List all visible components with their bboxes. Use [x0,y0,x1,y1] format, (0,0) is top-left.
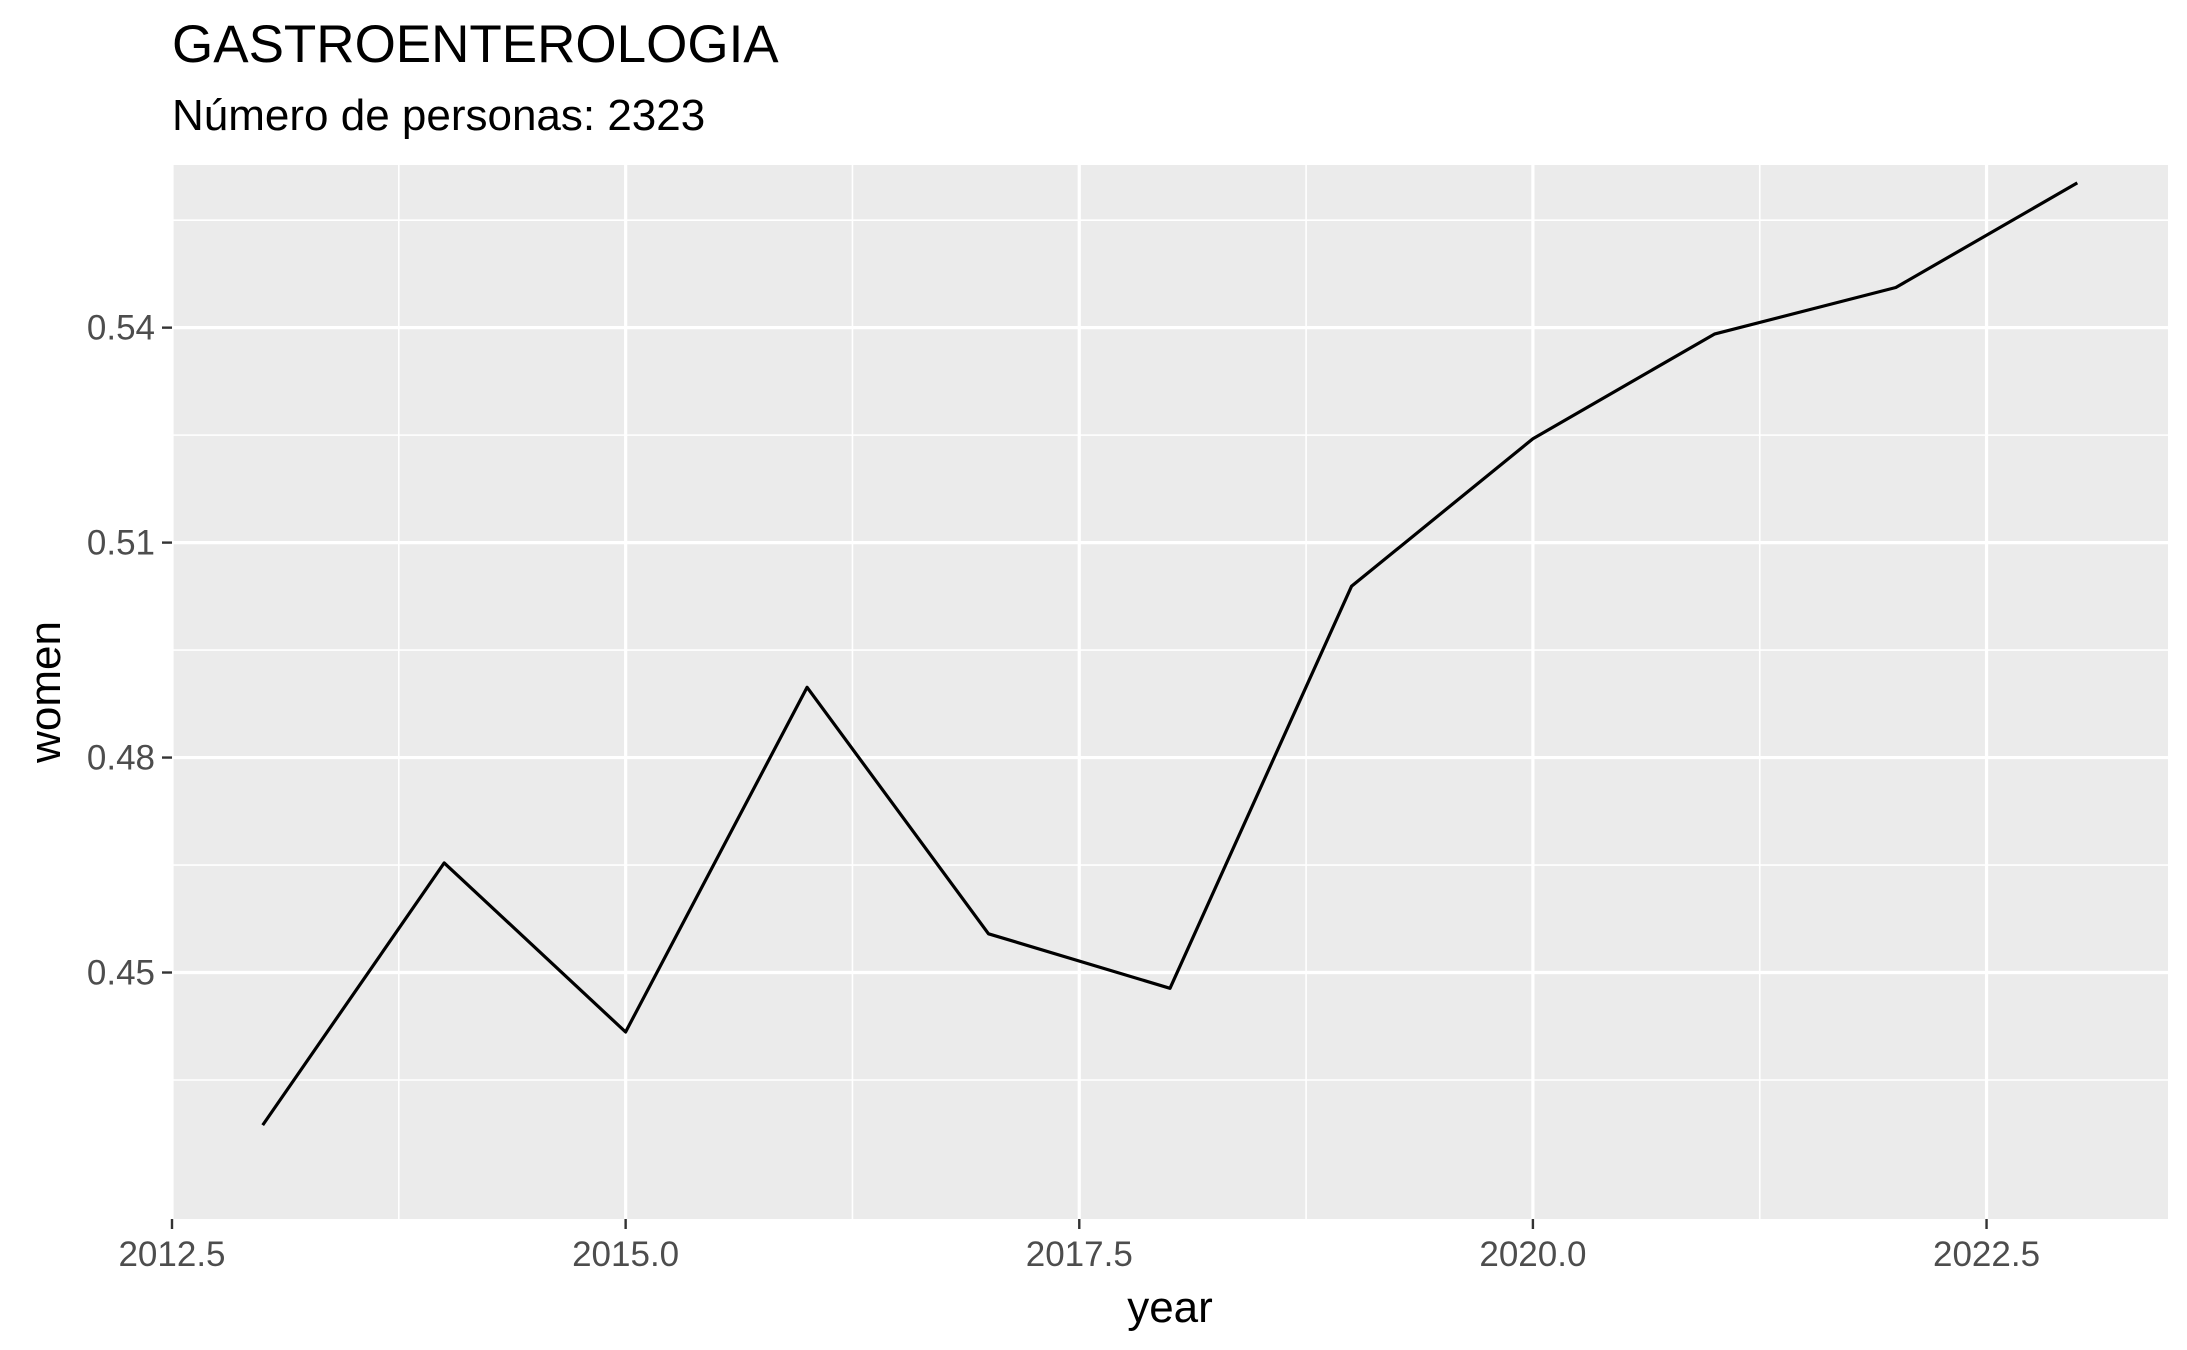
y-tick-label: 0.51 [87,524,155,563]
plot-panel [172,165,2168,1219]
series-layer [261,181,2079,1127]
y-tick-label: 0.54 [87,309,155,348]
chart-title: GASTROENTEROLOGIA [172,15,779,74]
x-axis-title: year [1127,1283,1213,1332]
x-tick-label: 2022.5 [1933,1235,2040,1274]
y-axis: 0.45 0.48 0.51 0.54 [87,309,172,993]
series-line [261,181,2079,1127]
major-gridlines [170,165,2168,1219]
x-tick-label: 2012.5 [118,1235,225,1274]
x-tick-label: 2017.5 [1026,1235,1133,1274]
x-axis: 2012.5 2015.0 2017.5 2020.0 2022.5 [118,1219,2040,1274]
minor-gridlines [172,165,2168,1219]
y-axis-title: women [21,621,70,764]
x-tick-label: 2020.0 [1479,1235,1586,1274]
y-tick-label: 0.48 [87,739,155,778]
x-tick-label: 2015.0 [572,1235,679,1274]
chart-subtitle: Número de personas: 2323 [172,91,705,140]
y-tick-label: 0.45 [87,954,155,993]
